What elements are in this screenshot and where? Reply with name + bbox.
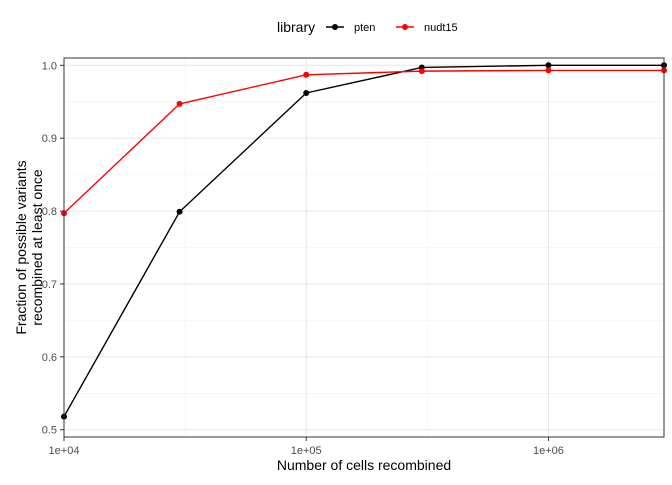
data-point-pten	[176, 208, 183, 215]
x-axis-title: Number of cells recombined	[277, 457, 451, 473]
data-point-nudt15	[418, 68, 425, 75]
legend-item-pten: pten	[326, 22, 375, 34]
y-tick-label: 0.8	[42, 206, 57, 218]
series-line-nudt15	[63, 69, 664, 214]
legend-item-nudt15: nudt15	[396, 22, 458, 34]
y-axis-title-line: Fraction of possible variants	[13, 160, 29, 334]
y-tick-label: 0.5	[42, 425, 57, 437]
y-axis-title-line: recombined at least once	[29, 169, 45, 326]
y-axis-title: Fraction of possible variantsrecombined …	[13, 160, 45, 334]
y-tick-label: 0.6	[42, 352, 57, 364]
legend-label: nudt15	[424, 22, 458, 34]
y-tick-label: 1.0	[42, 60, 57, 72]
data-point-nudt15	[545, 67, 552, 74]
legend: library pten nudt15	[277, 19, 458, 35]
legend-title: library	[277, 19, 315, 35]
y-tick-label: 0.9	[42, 133, 57, 145]
data-point-nudt15	[303, 71, 310, 78]
y-tick-label: 0.7	[42, 279, 57, 291]
panel-border	[63, 57, 665, 438]
data-point-pten	[303, 89, 310, 96]
axes: 0.5 0.6 0.7 0.8 0.9 1.0 1e+04 1e+05 1e+06	[42, 57, 665, 457]
legend-key-point	[332, 24, 338, 30]
series-layer	[61, 62, 667, 420]
data-point-nudt15	[176, 100, 183, 107]
data-point-pten	[545, 62, 552, 69]
legend-label: pten	[354, 22, 375, 34]
axis-titles: Number of cells recombined Fraction of po…	[13, 160, 451, 473]
legend-key-point	[402, 24, 408, 30]
series-line-pten	[63, 64, 664, 417]
x-tick-label: 1e+04	[49, 445, 80, 457]
x-tick-label: 1e+06	[533, 445, 564, 457]
x-tick-label: 1e+05	[291, 445, 322, 457]
